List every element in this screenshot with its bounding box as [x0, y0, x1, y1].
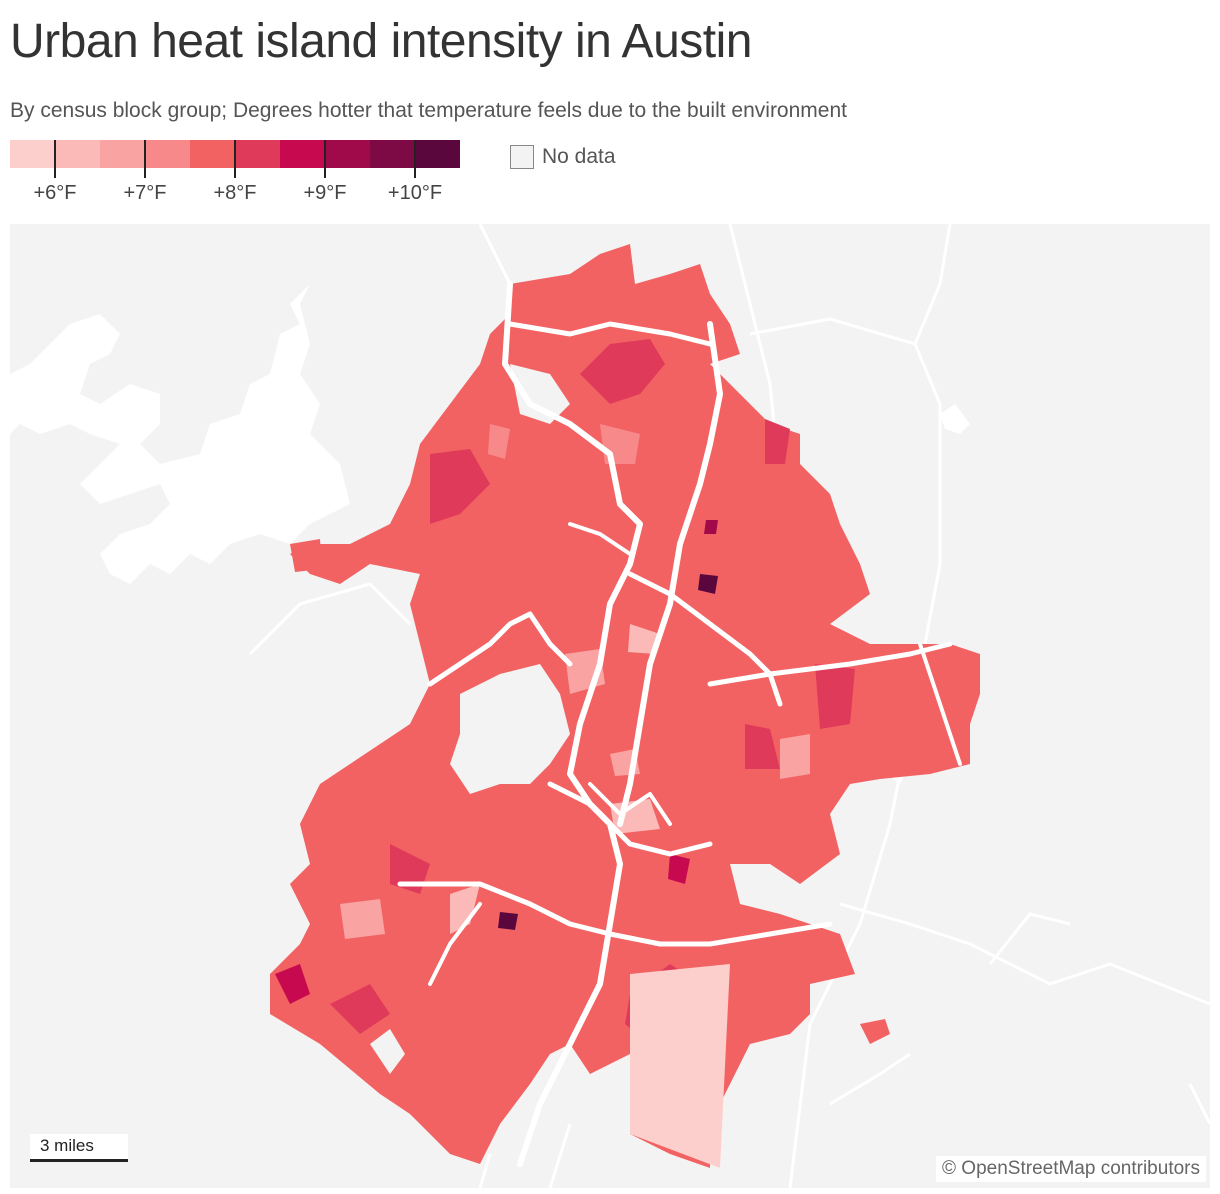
highways	[397, 281, 962, 1167]
legend-swatch	[235, 140, 280, 168]
scale-bar: 3 miles	[30, 1134, 128, 1164]
legend-label: +10°F	[387, 182, 443, 204]
legend-swatch	[280, 140, 325, 168]
block-group-patch	[815, 664, 855, 729]
scale-bar-background	[30, 1134, 128, 1160]
legend-tick	[234, 140, 236, 178]
legend-label: +6°F	[33, 182, 77, 204]
legend-tick	[54, 140, 56, 178]
scale-bar-label: 3 miles	[40, 1136, 94, 1155]
legend-label: +8°F	[213, 182, 257, 204]
legend-swatch	[145, 140, 190, 168]
block-group-patch	[580, 339, 665, 404]
legend-swatch	[415, 140, 460, 168]
block-group-patch	[330, 984, 390, 1034]
block-group-patch	[498, 912, 518, 930]
block-group-patch	[745, 724, 780, 769]
heat-island-map[interactable]	[10, 224, 1210, 1188]
legend-label: +7°F	[123, 182, 167, 204]
scale-bar-line	[30, 1159, 128, 1162]
block-group-patch	[698, 574, 718, 594]
legend-swatch	[370, 140, 415, 168]
no-data-swatch	[510, 145, 534, 169]
legend-swatch	[190, 140, 235, 168]
legend-swatch	[100, 140, 145, 168]
no-data-label: No data	[542, 145, 616, 168]
color-legend	[10, 140, 462, 210]
legend-swatch	[325, 140, 370, 168]
chart-subtitle: By census block group; Degrees hotter th…	[10, 99, 847, 122]
block-group-patch	[488, 424, 510, 459]
legend-tick	[414, 140, 416, 178]
block-group-patch	[430, 449, 490, 524]
block-group-patch	[275, 964, 310, 1004]
block-group-patch	[450, 884, 480, 934]
legend-swatch	[10, 140, 55, 168]
legend-color-bar	[10, 140, 460, 168]
block-group-patch	[340, 899, 385, 939]
block-group-patch	[704, 520, 718, 534]
legend-tick	[144, 140, 146, 178]
map-attribution[interactable]: © OpenStreetMap contributors	[936, 1156, 1206, 1182]
heat-patches	[275, 339, 855, 1168]
legend-swatch	[55, 140, 100, 168]
legend-label: +9°F	[303, 182, 347, 204]
chart-title: Urban heat island intensity in Austin	[10, 15, 752, 68]
block-group-patch	[780, 734, 810, 779]
block-group-patch	[630, 964, 730, 1168]
no-data-legend: No data	[510, 145, 616, 169]
block-group-patch	[668, 854, 690, 884]
block-group-patch	[765, 419, 790, 464]
legend-tick	[324, 140, 326, 178]
map-canvas	[10, 224, 1210, 1188]
block-group-patch	[628, 624, 660, 654]
